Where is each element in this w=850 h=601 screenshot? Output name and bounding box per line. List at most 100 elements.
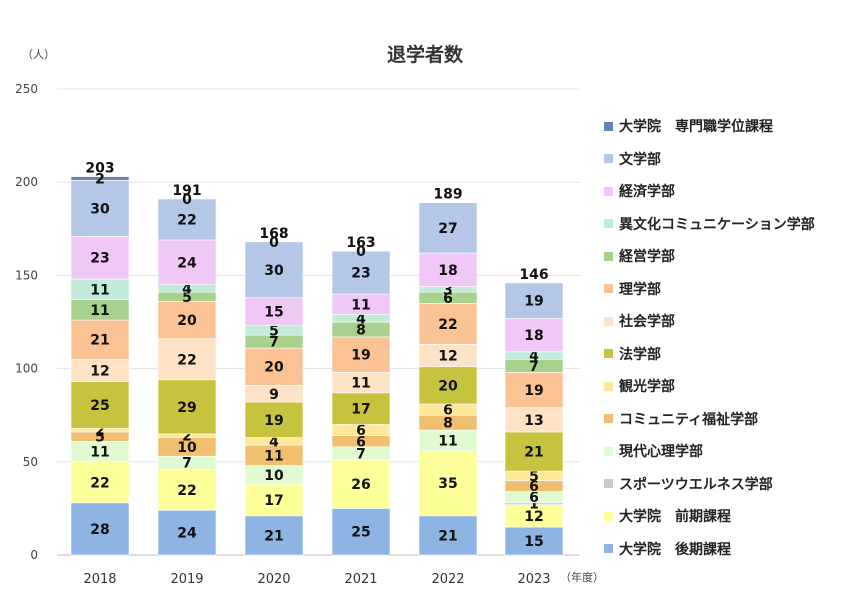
legend-swatch bbox=[604, 414, 613, 424]
legend-item: 大学院 後期課程 bbox=[604, 533, 815, 566]
legend-label: 異文化コミュニケーション学部 bbox=[619, 216, 815, 233]
data-label: 4 bbox=[356, 311, 366, 327]
x-tick-label: 2019 bbox=[170, 572, 203, 587]
total-label: 191 bbox=[172, 183, 201, 199]
bar-segment bbox=[504, 526, 564, 556]
legend-label: 社会学部 bbox=[619, 314, 675, 331]
data-label: 2 bbox=[182, 429, 192, 445]
data-label: 29 bbox=[177, 400, 196, 416]
chart-title: 退学者数 bbox=[386, 44, 463, 66]
bar-segment bbox=[331, 336, 391, 373]
data-label: 11 bbox=[90, 445, 109, 461]
legend-label: コミュニティ福祉学部 bbox=[619, 411, 759, 428]
bar-segment bbox=[70, 381, 130, 429]
data-label: 6 bbox=[356, 423, 366, 439]
data-label: 11 bbox=[90, 282, 109, 298]
data-label: 21 bbox=[90, 333, 109, 349]
bar-segment bbox=[331, 508, 391, 556]
total-label: 189 bbox=[433, 187, 462, 203]
y-tick-label: 50 bbox=[23, 455, 38, 469]
bar-segment bbox=[157, 379, 217, 435]
legend-label: 大学院 後期課程 bbox=[619, 541, 731, 558]
bar-segment bbox=[157, 198, 217, 241]
data-label: 2 bbox=[95, 171, 105, 187]
data-label: 24 bbox=[177, 255, 197, 271]
x-tick-label: 2023 bbox=[517, 572, 550, 587]
data-label: 19 bbox=[351, 348, 370, 364]
legend-label: 大学院 専門職学位課程 bbox=[619, 119, 773, 136]
bar-segment bbox=[157, 338, 217, 381]
x-axis-unit: （年度） bbox=[560, 571, 604, 584]
data-label: 30 bbox=[264, 263, 284, 279]
data-label: 20 bbox=[438, 378, 458, 394]
legend-label: 経営学部 bbox=[619, 249, 675, 266]
legend-item: 大学院 前期課程 bbox=[604, 500, 815, 533]
legend-swatch bbox=[604, 284, 613, 294]
data-label: 22 bbox=[177, 352, 196, 368]
x-tick-label: 2021 bbox=[344, 572, 377, 587]
legend-item: 文学部 bbox=[604, 143, 815, 176]
bar-segment bbox=[70, 180, 130, 237]
data-label: 27 bbox=[438, 221, 457, 237]
data-label: 11 bbox=[438, 433, 457, 449]
legend-swatch bbox=[604, 544, 613, 554]
bar-segment bbox=[331, 250, 391, 295]
data-label: 22 bbox=[177, 212, 196, 228]
bar-segment bbox=[244, 297, 304, 327]
data-label: 5 bbox=[95, 430, 105, 446]
total-label: 168 bbox=[259, 226, 288, 242]
data-label: 0 bbox=[356, 244, 366, 260]
data-label: 26 bbox=[351, 477, 370, 493]
bar-segment bbox=[331, 459, 391, 509]
legend-swatch bbox=[604, 381, 613, 391]
data-label: 19 bbox=[264, 413, 283, 429]
legend-swatch bbox=[604, 121, 613, 131]
data-label: 23 bbox=[351, 266, 370, 282]
legend-item: 観光学部 bbox=[604, 370, 815, 403]
data-label: 25 bbox=[90, 398, 109, 414]
data-label: 10 bbox=[264, 468, 284, 484]
bar-segment bbox=[418, 515, 478, 556]
y-tick-label: 150 bbox=[15, 268, 38, 282]
data-label: 0 bbox=[182, 192, 192, 208]
bar-segment bbox=[504, 317, 564, 353]
data-label: 4 bbox=[269, 434, 279, 450]
bar-segment bbox=[331, 392, 391, 425]
bar-segment bbox=[244, 515, 304, 556]
data-label: 25 bbox=[351, 525, 370, 541]
legend-swatch bbox=[604, 349, 613, 359]
y-tick-label: 200 bbox=[15, 175, 38, 189]
data-label: 5 bbox=[182, 290, 192, 306]
legend-item: 異文化コミュニケーション学部 bbox=[604, 208, 815, 241]
data-label: 22 bbox=[90, 475, 109, 491]
data-label: 17 bbox=[264, 493, 283, 509]
bar-segment bbox=[244, 483, 304, 517]
legend-swatch bbox=[604, 316, 613, 326]
data-label: 11 bbox=[90, 303, 109, 319]
data-label: 11 bbox=[351, 297, 370, 313]
legend-item: コミュニティ福祉学部 bbox=[604, 403, 815, 436]
legend-item: 経営学部 bbox=[604, 240, 815, 273]
legend-item: 法学部 bbox=[604, 338, 815, 371]
legend-swatch bbox=[604, 219, 613, 229]
data-label: 20 bbox=[264, 360, 284, 376]
x-tick-label: 2018 bbox=[83, 572, 116, 587]
legend-label: 文学部 bbox=[619, 151, 661, 168]
data-label: 5 bbox=[269, 323, 279, 339]
data-label: 22 bbox=[177, 483, 196, 499]
bar-segment bbox=[157, 301, 217, 340]
legend-swatch bbox=[604, 446, 613, 456]
legend-label: スポーツウエルネス学部 bbox=[619, 476, 773, 493]
x-tick-label: 2020 bbox=[257, 572, 290, 587]
chart-legend: 大学院 専門職学位課程 文学部 経済学部 異文化コミュニケーション学部 経営学部 理学部社… bbox=[604, 110, 815, 565]
data-label: 19 bbox=[524, 383, 543, 399]
bar-segment bbox=[418, 202, 478, 254]
y-tick-label: 0 bbox=[30, 548, 38, 562]
bar-segment bbox=[504, 372, 564, 409]
data-label: 17 bbox=[351, 402, 370, 418]
y-axis-unit: （人） bbox=[22, 48, 55, 61]
bar-segment bbox=[244, 347, 304, 386]
data-label: 9 bbox=[269, 387, 279, 403]
legend-swatch bbox=[604, 251, 613, 261]
